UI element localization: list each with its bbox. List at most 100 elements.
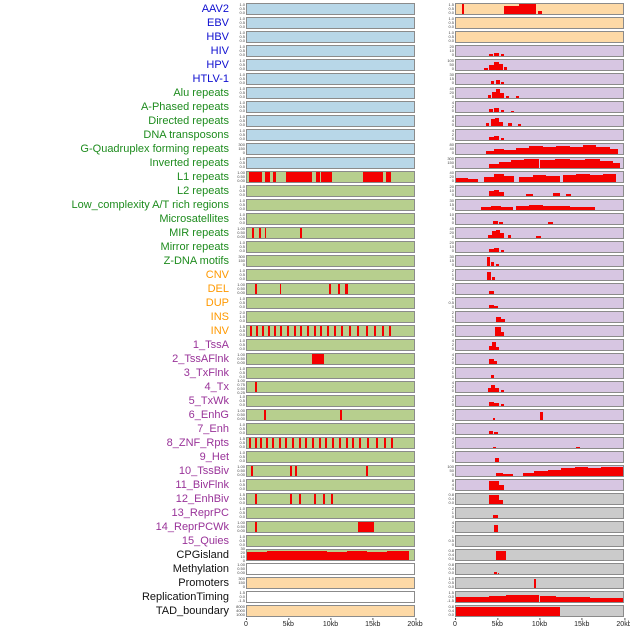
y-axis-tick-labels: 1.0 0.5 0.0 bbox=[239, 59, 245, 71]
signal-bar bbox=[494, 136, 499, 140]
y-axis-tick-labels: 0.8 0.4 0.0 bbox=[448, 563, 454, 575]
signal-bar bbox=[612, 163, 620, 168]
row-label: Methylation bbox=[172, 563, 229, 575]
signal-bar bbox=[511, 110, 515, 112]
track-row: DEL 1.00 0.50 0.00 2 1 0 bbox=[0, 282, 630, 296]
signal-bar bbox=[247, 551, 268, 560]
signal-bar bbox=[322, 494, 325, 504]
signal-bar bbox=[489, 359, 494, 364]
signal-bar bbox=[501, 82, 505, 84]
signal-bar bbox=[330, 494, 333, 504]
signal-bar bbox=[501, 109, 505, 112]
signal-bar bbox=[522, 472, 535, 476]
left-track bbox=[246, 423, 415, 435]
signal-bar bbox=[501, 404, 505, 406]
left-track bbox=[246, 115, 415, 127]
signal-bar bbox=[501, 54, 505, 56]
signal-bar bbox=[285, 438, 288, 448]
signal-bar bbox=[494, 248, 499, 252]
signal-bar bbox=[366, 466, 369, 476]
signal-bar bbox=[316, 172, 320, 182]
signal-bar bbox=[486, 257, 491, 266]
right-track bbox=[455, 423, 624, 435]
y-axis-tick-labels: 1.5 0.5 0.0 bbox=[239, 437, 245, 449]
left-track bbox=[246, 31, 415, 43]
signal-bar bbox=[292, 438, 295, 448]
signal-bar bbox=[494, 403, 499, 406]
signal-bar bbox=[489, 431, 493, 434]
y-axis-tick-labels: 1.0 0.5 0.0 bbox=[239, 87, 245, 99]
signal-bar bbox=[489, 249, 494, 252]
row-label: Microsatellites bbox=[159, 213, 229, 225]
signal-bar bbox=[572, 597, 590, 602]
signal-bar bbox=[489, 291, 495, 294]
right-track bbox=[455, 591, 624, 603]
right-track bbox=[455, 479, 624, 491]
signal-bar bbox=[321, 172, 333, 182]
y-axis-tick-labels: 1.0 0.5 0.0 bbox=[239, 213, 245, 225]
right-track bbox=[455, 45, 624, 57]
row-label: 8_ZNF_Rpts bbox=[166, 437, 229, 449]
track-row: Promoters 300 150 0 1.0 0.5 0.0 bbox=[0, 576, 630, 590]
y-axis-tick-labels: 1.0 0.5 0.0 bbox=[239, 31, 245, 43]
left-track bbox=[246, 479, 415, 491]
row-label: Mirror repeats bbox=[160, 241, 229, 253]
row-label: CNV bbox=[205, 269, 229, 281]
y-axis-tick-labels: 1.5 0.5 0.0 bbox=[239, 325, 245, 337]
row-label: Alu repeats bbox=[173, 87, 229, 99]
signal-bar bbox=[501, 332, 505, 336]
signal-bar bbox=[367, 438, 370, 448]
signal-bar bbox=[491, 276, 496, 280]
signal-bar bbox=[481, 207, 492, 210]
signal-bar bbox=[491, 81, 495, 84]
signal-bar bbox=[254, 284, 257, 294]
signal-bar bbox=[307, 326, 310, 336]
y-axis-tick-labels: 1.00 0.50 0.00 bbox=[237, 353, 245, 365]
signal-bar bbox=[494, 189, 500, 196]
left-track bbox=[246, 437, 415, 449]
y-axis-tick-labels: 1 0.5 0 bbox=[448, 297, 454, 309]
signal-bar bbox=[318, 438, 321, 448]
signal-bar bbox=[264, 172, 271, 182]
y-axis-tick-labels: 20 10 0 bbox=[449, 45, 454, 57]
signal-bar bbox=[312, 354, 324, 364]
track-row: 15_Quies 1.0 0.5 0.0 1 0.5 0 bbox=[0, 534, 630, 548]
track-row: AAV2 1.0 0.5 0.0 1.5 0.5 0.0 bbox=[0, 2, 630, 16]
signal-bar bbox=[298, 438, 301, 448]
y-axis-tick-labels: 1.0 0.5 0.0 bbox=[239, 451, 245, 463]
signal-bar bbox=[347, 551, 368, 560]
signal-bar bbox=[312, 438, 315, 448]
right-track bbox=[455, 311, 624, 323]
y-axis-tick-labels: 1.0 0.5 0.0 bbox=[239, 339, 245, 351]
signal-bar bbox=[313, 494, 316, 504]
track-row: 2_TssAFlnk 1.00 0.50 0.00 4 2 0 bbox=[0, 352, 630, 366]
signal-bar bbox=[489, 304, 494, 308]
y-axis-tick-labels: 40 20 0 bbox=[449, 227, 454, 239]
signal-bar bbox=[534, 471, 548, 476]
signal-bar bbox=[489, 163, 500, 168]
track-row: DUP 1.0 0.5 0.0 1 0.5 0 bbox=[0, 296, 630, 310]
signal-bar bbox=[542, 206, 557, 210]
row-label: 7_Enh bbox=[197, 423, 229, 435]
y-axis-tick-labels: 1.0 0.5 0.0 bbox=[239, 423, 245, 435]
track-rows-container: AAV2 1.0 0.5 0.0 1.5 0.5 0.0 EBV 1.0 0.5 0.0 1.0 0.5… bbox=[0, 2, 630, 618]
right-track bbox=[455, 381, 624, 393]
track-row: INS 2.0 1.0 0.0 2 1 0 bbox=[0, 310, 630, 324]
y-axis-tick-labels: 1.0 0.5 0.0 bbox=[239, 395, 245, 407]
left-track bbox=[246, 45, 415, 57]
y-axis-tick-labels: 1.0 0.5 0.0 bbox=[448, 577, 454, 589]
y-axis-tick-labels: 1.0 0.5 0.0 bbox=[448, 17, 454, 29]
signal-bar bbox=[333, 326, 336, 336]
right-track bbox=[455, 269, 624, 281]
signal-bar bbox=[382, 326, 385, 336]
y-axis-tick-labels: 1.0 0.5 0.0 bbox=[239, 479, 245, 491]
signal-bar bbox=[539, 596, 557, 602]
x-axis-right: 0 5kb 10kb 15kb 20kb bbox=[453, 618, 630, 630]
y-axis-tick-labels: 0.8 0.4 0.0 bbox=[448, 605, 454, 617]
signal-bar bbox=[298, 494, 301, 504]
